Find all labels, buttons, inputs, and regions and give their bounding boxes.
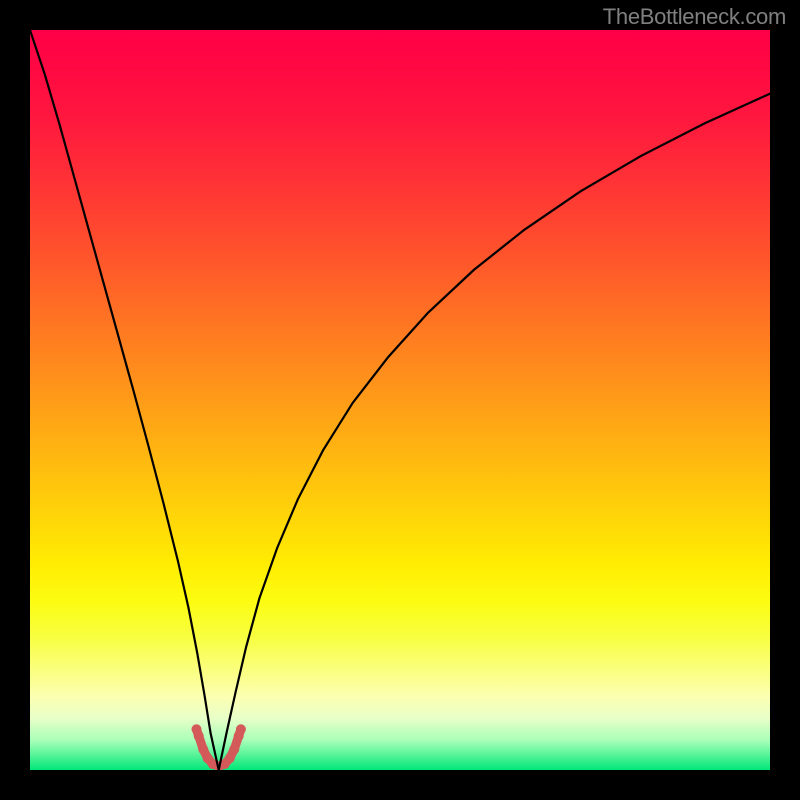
curve-left-line	[30, 30, 219, 770]
curve-layer	[30, 30, 770, 770]
bottom-marker-dots	[192, 724, 246, 770]
plot-area	[30, 30, 770, 770]
watermark-text: TheBottleneck.com	[603, 4, 786, 30]
curve-right-line	[219, 94, 770, 770]
